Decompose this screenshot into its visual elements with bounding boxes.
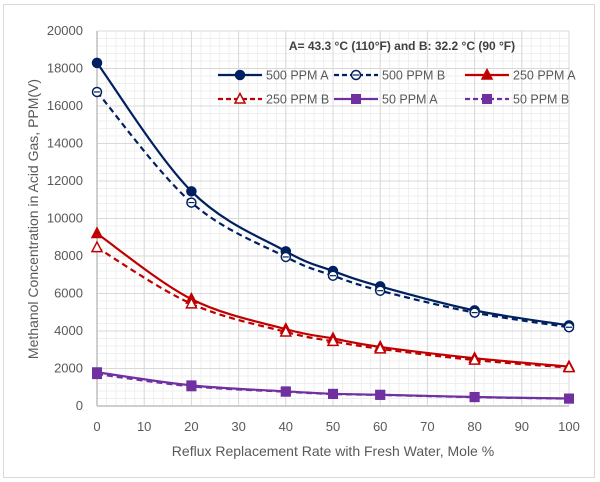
y-tick-label: 4000 <box>54 323 83 338</box>
legend-label: 250 PPM B <box>266 93 329 107</box>
grid <box>96 30 570 407</box>
x-tick-label: 0 <box>93 419 100 434</box>
y-tick-label: 20000 <box>47 23 83 38</box>
legend-swatch-marker <box>480 67 494 80</box>
y-tick-label: 6000 <box>54 286 83 301</box>
y-tick-label: 14000 <box>47 136 83 151</box>
data-point-50-ppm-b <box>280 386 291 397</box>
legend-item-50-ppm-b: 50 PPM B <box>465 93 569 107</box>
y-tick-label: 2000 <box>54 361 83 376</box>
data-point-250-ppm-b <box>279 324 293 337</box>
x-tick-label: 100 <box>558 419 580 434</box>
series-group <box>90 57 576 404</box>
data-point-250-ppm-b <box>373 341 387 354</box>
x-tick-label: 50 <box>326 419 340 434</box>
data-point-250-ppm-b <box>326 334 340 347</box>
legend-label: 500 PPM B <box>382 69 445 83</box>
series-50-ppm-b <box>92 369 574 404</box>
legend-swatch-marker <box>233 91 247 104</box>
legend-item-500-ppm-a: 500 PPM A <box>218 69 329 83</box>
legend-label: 50 PPM B <box>513 93 569 107</box>
x-tick-label: 60 <box>373 419 387 434</box>
series-500-ppm-b <box>91 86 575 333</box>
x-tick-label: 80 <box>467 419 481 434</box>
x-tick-label: 30 <box>231 419 245 434</box>
x-tick-label: 70 <box>420 419 434 434</box>
data-point-50-ppm-b <box>469 392 480 403</box>
legend-swatch-marker <box>351 94 361 104</box>
legend-item-50-ppm-a: 50 PPM A <box>334 93 438 107</box>
y-tick-label: 12000 <box>47 173 83 188</box>
x-tick-label: 90 <box>515 419 529 434</box>
data-point-250-ppm-a <box>90 226 104 239</box>
series-250-ppm-b <box>90 240 576 373</box>
legend-swatch-marker <box>234 69 246 81</box>
y-tick-labels: 0 2000 4000 6000 8000 10000 12000 14000 16000 180… <box>47 23 83 413</box>
legend-item-500-ppm-b: 500 PPM B <box>334 69 445 83</box>
series-line-250-ppm-b <box>96 246 570 369</box>
y-axis-title: Methanol Concentration in Acid Gas, PPM(… <box>25 79 41 359</box>
legend-label: 500 PPM A <box>266 69 329 83</box>
data-point-50-ppm-b <box>328 389 338 399</box>
x-tick-label: 20 <box>184 419 198 434</box>
x-tick-label: 40 <box>279 419 293 434</box>
legend-item-250-ppm-a: 250 PPM A <box>465 67 576 83</box>
x-tick-labels: 0 10 20 30 40 50 60 70 80 90 100 <box>93 419 579 434</box>
data-point-250-ppm-b <box>185 296 198 309</box>
data-point-50-ppm-b <box>92 369 102 380</box>
data-point-500-ppm-a <box>186 186 197 197</box>
data-point-50-ppm-b <box>375 389 386 400</box>
data-point-250-ppm-b <box>468 352 481 365</box>
legend: A= 43.3 °C (110°F) and B: 32.2 °C (90 °F… <box>218 39 576 107</box>
legend-annotation: A= 43.3 °C (110°F) and B: 32.2 °C (90 °F… <box>289 39 515 53</box>
y-tick-label: 18000 <box>47 61 83 76</box>
y-tick-label: 8000 <box>54 248 83 263</box>
data-point-250-ppm-b <box>562 360 576 373</box>
data-point-500-ppm-a <box>91 57 103 69</box>
legend-swatch-marker <box>482 94 492 104</box>
y-tick-label: 10000 <box>47 211 83 226</box>
y-tick-label: 16000 <box>47 98 83 113</box>
data-point-250-ppm-b <box>90 240 104 253</box>
legend-label: 250 PPM A <box>513 69 576 83</box>
data-point-50-ppm-b <box>186 381 197 392</box>
legend-label: 50 PPM A <box>382 93 438 107</box>
x-tick-label: 10 <box>137 419 151 434</box>
y-tick-label: 0 <box>76 398 83 413</box>
data-point-50-ppm-b <box>564 393 574 404</box>
x-axis-title: Reflux Replacement Rate with Fresh Water… <box>172 443 494 459</box>
legend-item-250-ppm-b: 250 PPM B <box>218 91 329 107</box>
